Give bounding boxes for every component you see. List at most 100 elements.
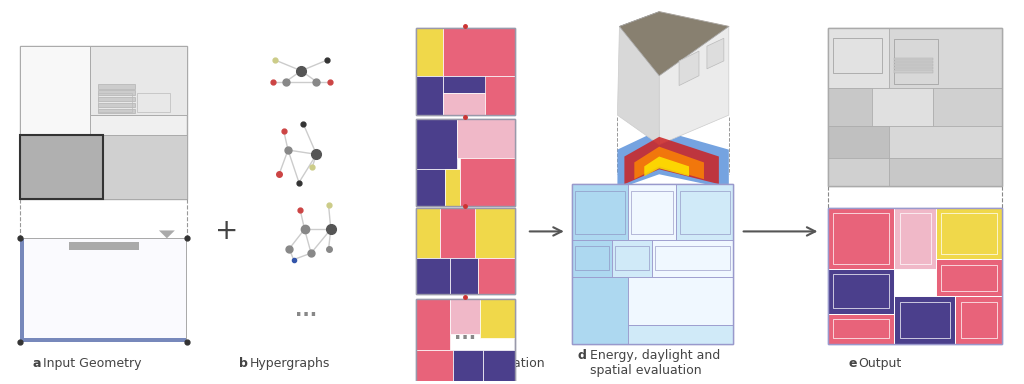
Bar [941, 265, 997, 291]
Bar [416, 119, 458, 169]
Bar [440, 208, 475, 258]
Bar [828, 28, 1002, 186]
Bar [416, 119, 515, 206]
Bar [445, 169, 460, 206]
Bar [98, 91, 135, 95]
Bar [955, 296, 1002, 344]
Bar [136, 93, 170, 112]
Bar [900, 213, 931, 263]
Bar [834, 275, 889, 308]
Bar [894, 70, 933, 73]
Bar [936, 208, 1002, 260]
Bar [440, 234, 475, 258]
Text: Output: Output [858, 357, 901, 370]
Bar [19, 338, 186, 342]
Text: ...: ... [455, 324, 476, 343]
Polygon shape [659, 26, 729, 145]
Bar [98, 93, 132, 112]
Bar [680, 190, 729, 233]
Bar [889, 126, 1002, 158]
Text: spatial evaluation: spatial evaluation [590, 364, 701, 377]
Polygon shape [625, 137, 719, 184]
Bar [443, 93, 485, 115]
Bar [828, 88, 871, 126]
Bar [652, 240, 733, 277]
Bar [416, 208, 515, 295]
Bar [961, 301, 997, 338]
Bar [828, 28, 889, 88]
Bar [460, 158, 515, 206]
Bar [828, 314, 894, 344]
Text: b: b [240, 357, 249, 370]
Bar [933, 88, 1002, 126]
Bar [571, 184, 628, 240]
Bar [571, 184, 733, 344]
Bar [98, 103, 135, 107]
Bar [834, 213, 889, 263]
Bar [574, 190, 625, 233]
Bar [454, 350, 483, 384]
Bar [483, 350, 515, 384]
Bar [416, 28, 515, 115]
Bar [655, 247, 729, 270]
Bar [416, 76, 443, 115]
Text: Input Geometry: Input Geometry [43, 357, 141, 370]
Bar [615, 247, 649, 270]
Bar [19, 135, 103, 199]
Bar [834, 319, 889, 338]
Bar [612, 240, 652, 277]
Bar [894, 67, 933, 70]
Bar [19, 238, 186, 239]
Text: Hypergraphs: Hypergraphs [250, 357, 330, 370]
Bar [571, 184, 733, 344]
Polygon shape [617, 26, 659, 145]
Bar [98, 96, 135, 101]
Bar [451, 258, 478, 295]
Bar [416, 119, 515, 206]
Bar [828, 158, 889, 186]
Polygon shape [707, 38, 724, 69]
Bar [571, 277, 628, 344]
Bar [451, 300, 480, 334]
Bar [416, 300, 451, 350]
Bar [571, 240, 612, 277]
Bar [936, 260, 1002, 296]
Text: a: a [33, 357, 41, 370]
Bar [103, 135, 186, 199]
Bar [574, 247, 608, 270]
Bar [416, 28, 515, 115]
Bar [677, 184, 733, 240]
Bar [19, 46, 186, 199]
Bar [828, 208, 894, 269]
Bar [475, 208, 515, 258]
Bar [458, 119, 515, 158]
Bar [628, 184, 677, 240]
Bar [416, 169, 445, 206]
Bar [416, 300, 515, 384]
Bar [443, 76, 515, 93]
Polygon shape [634, 147, 703, 179]
Polygon shape [620, 12, 729, 76]
Bar [98, 109, 135, 113]
Bar [478, 258, 515, 295]
Text: e: e [848, 357, 857, 370]
Bar [894, 61, 933, 63]
Bar [900, 301, 950, 338]
Polygon shape [617, 130, 729, 189]
Text: Layout generation: Layout generation [430, 357, 545, 370]
Bar [871, 88, 933, 126]
Bar [480, 300, 515, 338]
Bar [834, 38, 883, 73]
Bar [894, 296, 955, 344]
Text: +: + [215, 217, 239, 245]
Bar [19, 238, 186, 342]
Bar [628, 277, 733, 324]
Bar [889, 158, 1002, 186]
Bar [894, 208, 936, 269]
Bar [894, 40, 938, 84]
Text: ...: ... [295, 301, 317, 320]
Bar [19, 238, 24, 342]
Bar [894, 58, 933, 60]
Bar [828, 28, 1002, 186]
Bar [443, 28, 515, 76]
